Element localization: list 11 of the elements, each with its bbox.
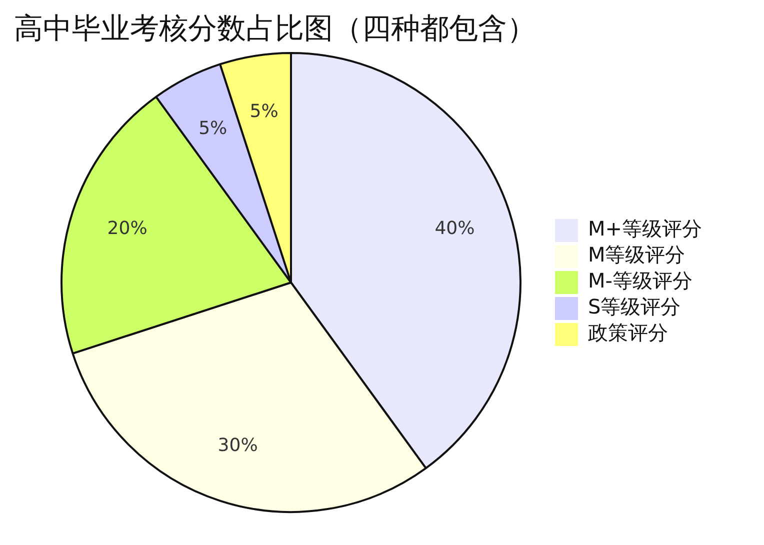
data-label: 30% <box>218 434 258 456</box>
chart-title: 高中毕业考核分数占比图（四种都包含） <box>14 10 536 46</box>
data-label: 40% <box>434 218 475 239</box>
legend-label: M等级评分 <box>588 242 686 267</box>
legend-label: S等级评分 <box>588 294 681 319</box>
data-label: 20% <box>107 218 148 239</box>
legend-label: M+等级评分 <box>588 216 702 241</box>
legend-label: M-等级评分 <box>588 268 692 293</box>
data-label: 5% <box>198 118 228 139</box>
legend-label: 政策评分 <box>588 320 668 345</box>
data-label: 5% <box>250 101 278 122</box>
